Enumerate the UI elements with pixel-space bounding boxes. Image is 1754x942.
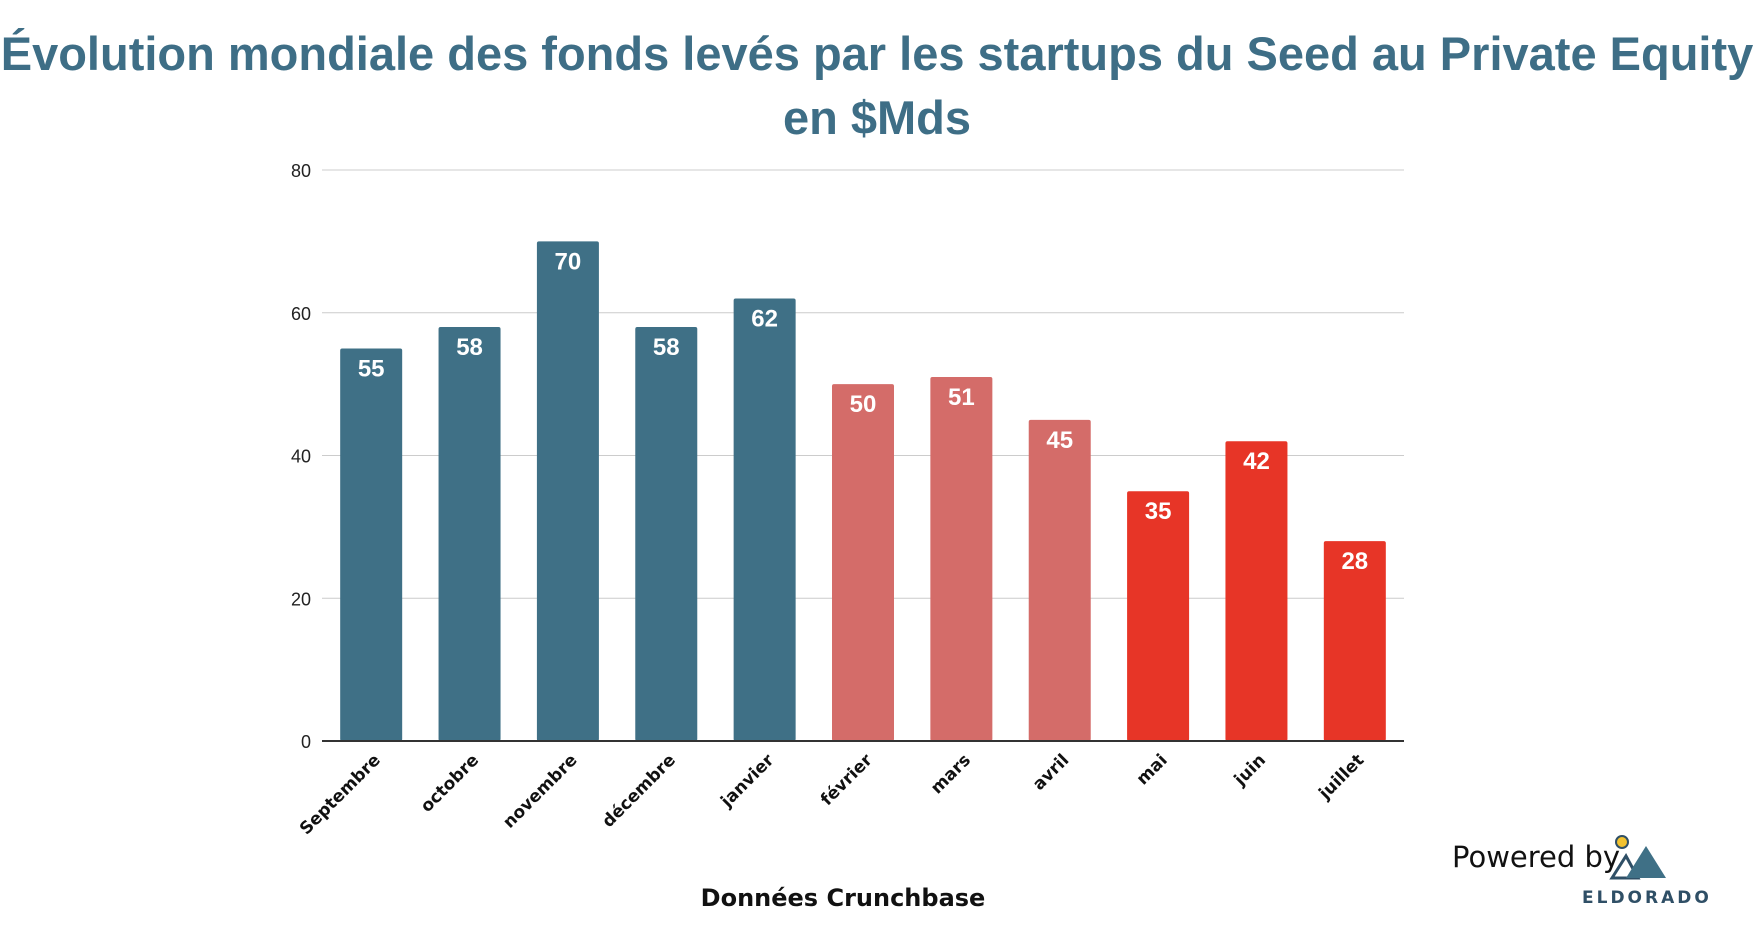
x-tick-label: juin [1230,750,1270,790]
data-label: 42 [1243,448,1270,475]
powered-by-text: Powered by [1452,840,1621,874]
data-label: 55 [358,355,385,382]
data-label: 28 [1341,548,1368,575]
x-tick-label: avril [1029,750,1073,794]
data-label: 50 [850,391,877,418]
y-axis-ticks: 0 20 40 60 80 [291,161,311,752]
data-label: 62 [751,305,778,332]
data-label: 58 [456,334,483,361]
x-tick-label: février [817,750,877,810]
brand-name: ELDORADO [1582,888,1712,908]
y-tick-label: 80 [291,161,311,181]
data-label: 51 [948,384,975,411]
data-label: 35 [1145,498,1172,525]
bar [832,384,894,741]
data-label: 45 [1046,427,1073,454]
data-label: 58 [653,334,680,361]
chart-title: Évolution mondiale des fonds levés par l… [0,22,1754,150]
bars [340,241,1386,741]
x-tick-label: juillet [1315,750,1369,804]
x-tick-label: Septembre [296,750,385,839]
chart-title-line-2: en $Mds [782,91,972,144]
bar [635,327,698,741]
bar [1127,491,1190,741]
mountain-sun-icon [1609,835,1666,880]
brand-badge: Powered by ELDORADO [1440,832,1720,912]
y-tick-label: 60 [291,304,311,324]
x-tick-label: janvier [716,750,778,812]
x-axis-ticks: Septembre octobre novembre décembre janvier f… [296,750,1368,839]
bar [340,348,403,741]
chart-title-line-1: Évolution mondiale des fonds levés par l… [0,27,1754,80]
y-tick-label: 20 [291,589,311,609]
x-tick-label: mai [1133,750,1172,789]
bar [1028,419,1091,741]
bar [536,241,599,741]
x-tick-label: novembre [499,750,581,832]
bar [930,376,993,741]
x-tick-label: octobre [417,750,483,816]
bar [733,298,796,741]
x-tick-label: décembre [598,750,679,831]
bar [1225,441,1288,741]
data-labels: 55 58 70 58 62 50 51 45 35 42 28 [358,248,1368,575]
data-label: 70 [555,248,582,275]
bar [438,327,501,741]
bar [1323,541,1386,741]
y-tick-label: 0 [301,732,311,752]
y-tick-label: 40 [291,447,311,467]
x-tick-label: mars [927,750,975,798]
x-axis-label: Données Crunchbase [700,884,986,912]
